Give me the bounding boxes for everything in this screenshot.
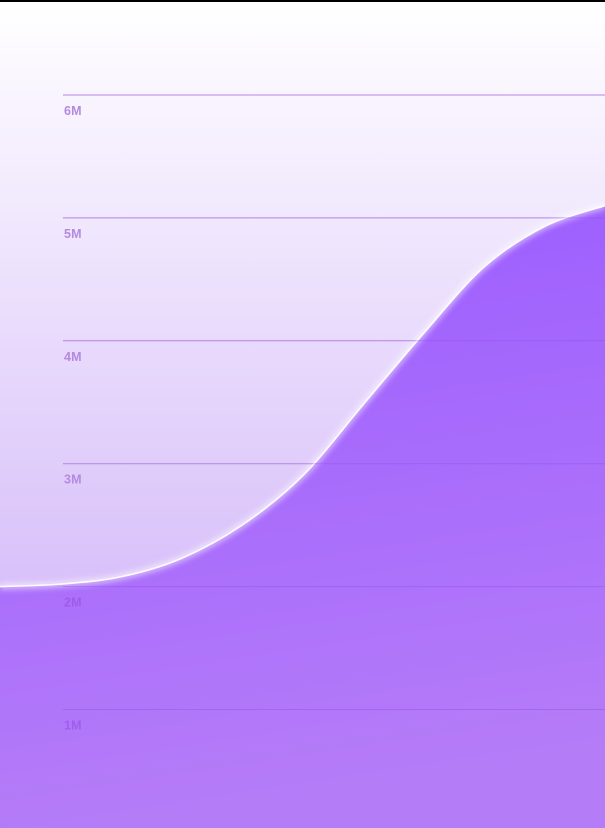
- y-tick-label: 3M: [64, 473, 82, 487]
- y-tick-label: 1M: [64, 719, 82, 733]
- y-tick-label: 6M: [64, 104, 82, 118]
- gridlines-over-area: [63, 94, 605, 710]
- area-series: [0, 205, 605, 828]
- y-tick-labels: 6M 5M 4M 3M 2M 1M: [64, 104, 82, 733]
- series-line: [0, 204, 605, 588]
- y-tick-label: 4M: [64, 350, 82, 364]
- y-tick-label: 5M: [64, 227, 82, 241]
- y-tick-label: 2M: [64, 596, 82, 610]
